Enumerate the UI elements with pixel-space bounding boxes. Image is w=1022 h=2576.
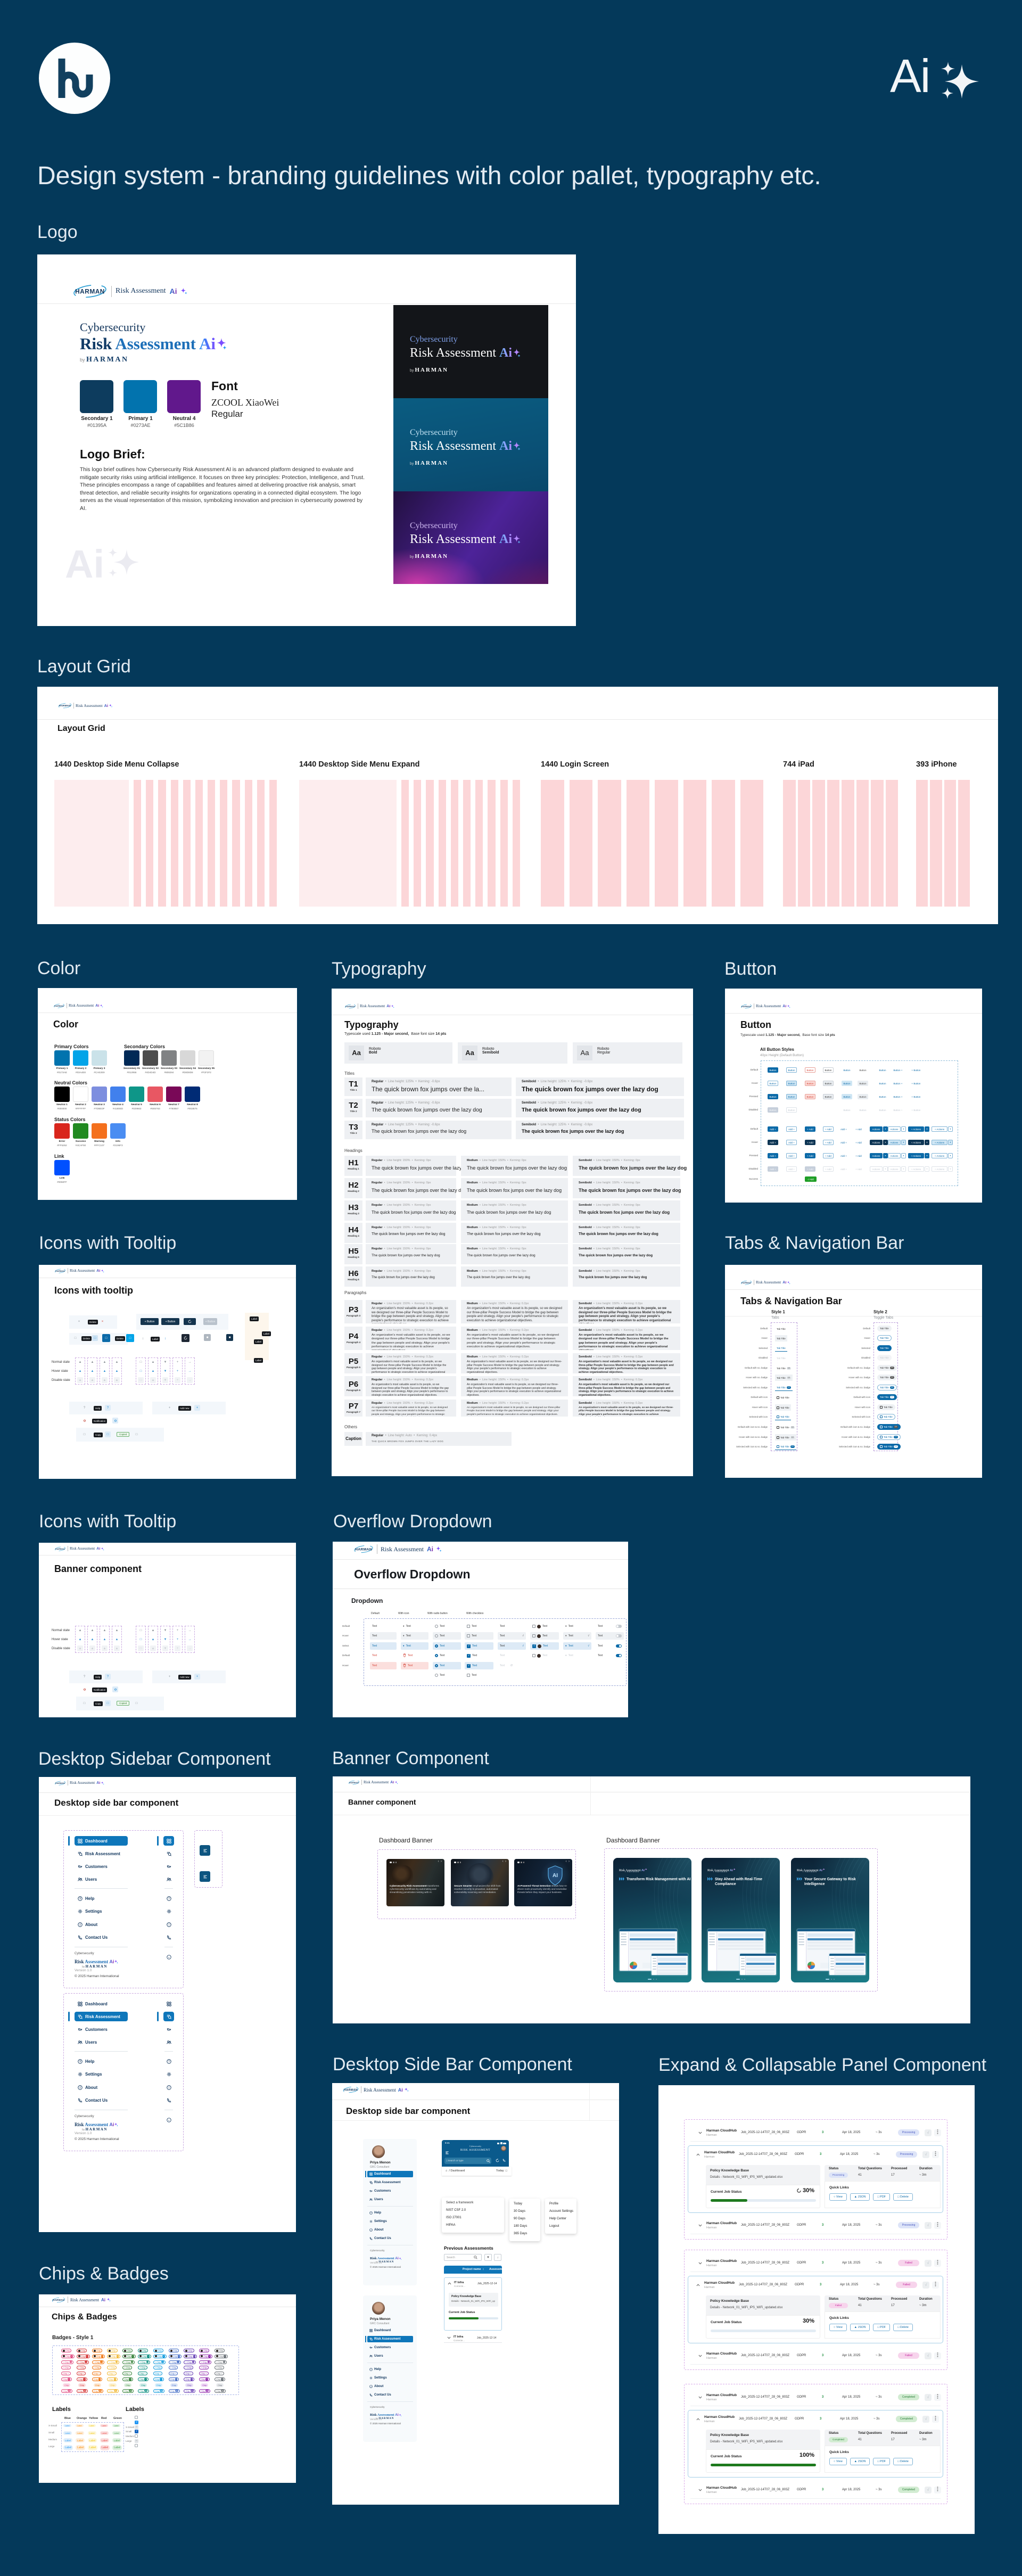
- svg-text:?: ?: [79, 1897, 81, 1900]
- svg-text:i: i: [370, 2385, 372, 2388]
- svg-text:i: i: [168, 1923, 169, 1927]
- svg-text:i: i: [80, 1923, 81, 1927]
- svg-text:HARMAN: HARMAN: [53, 2299, 64, 2301]
- svg-text:c: c: [168, 1956, 170, 1959]
- svg-text:AI: AI: [553, 1873, 558, 1879]
- svg-text:HARMAN: HARMAN: [75, 287, 105, 295]
- svg-text:?: ?: [168, 2060, 170, 2063]
- svg-text:?: ?: [168, 1897, 170, 1900]
- svg-text:HARMAN: HARMAN: [54, 1005, 64, 1007]
- svg-text:i: i: [168, 2086, 169, 2089]
- svg-text:HARMAN: HARMAN: [55, 1782, 65, 1784]
- svg-text:HARMAN: HARMAN: [55, 1548, 65, 1550]
- svg-text:HARMAN: HARMAN: [55, 1270, 65, 1272]
- svg-text:HARMAN: HARMAN: [345, 1005, 355, 1007]
- svg-text:?: ?: [79, 2060, 81, 2063]
- svg-text:HARMAN: HARMAN: [349, 1781, 359, 1783]
- svg-text:HARMAN: HARMAN: [741, 1281, 751, 1283]
- svg-text:HARMAN: HARMAN: [344, 2089, 358, 2092]
- svg-text:?: ?: [370, 2212, 372, 2214]
- svg-text:i: i: [370, 2229, 372, 2231]
- svg-text:c: c: [168, 2119, 170, 2122]
- svg-text:HARMAN: HARMAN: [741, 1005, 751, 1007]
- svg-text:i: i: [80, 2086, 81, 2089]
- svg-text:HARMAN: HARMAN: [59, 704, 71, 707]
- svg-text:HARMAN: HARMAN: [355, 1548, 372, 1551]
- svg-text:?: ?: [370, 2368, 372, 2371]
